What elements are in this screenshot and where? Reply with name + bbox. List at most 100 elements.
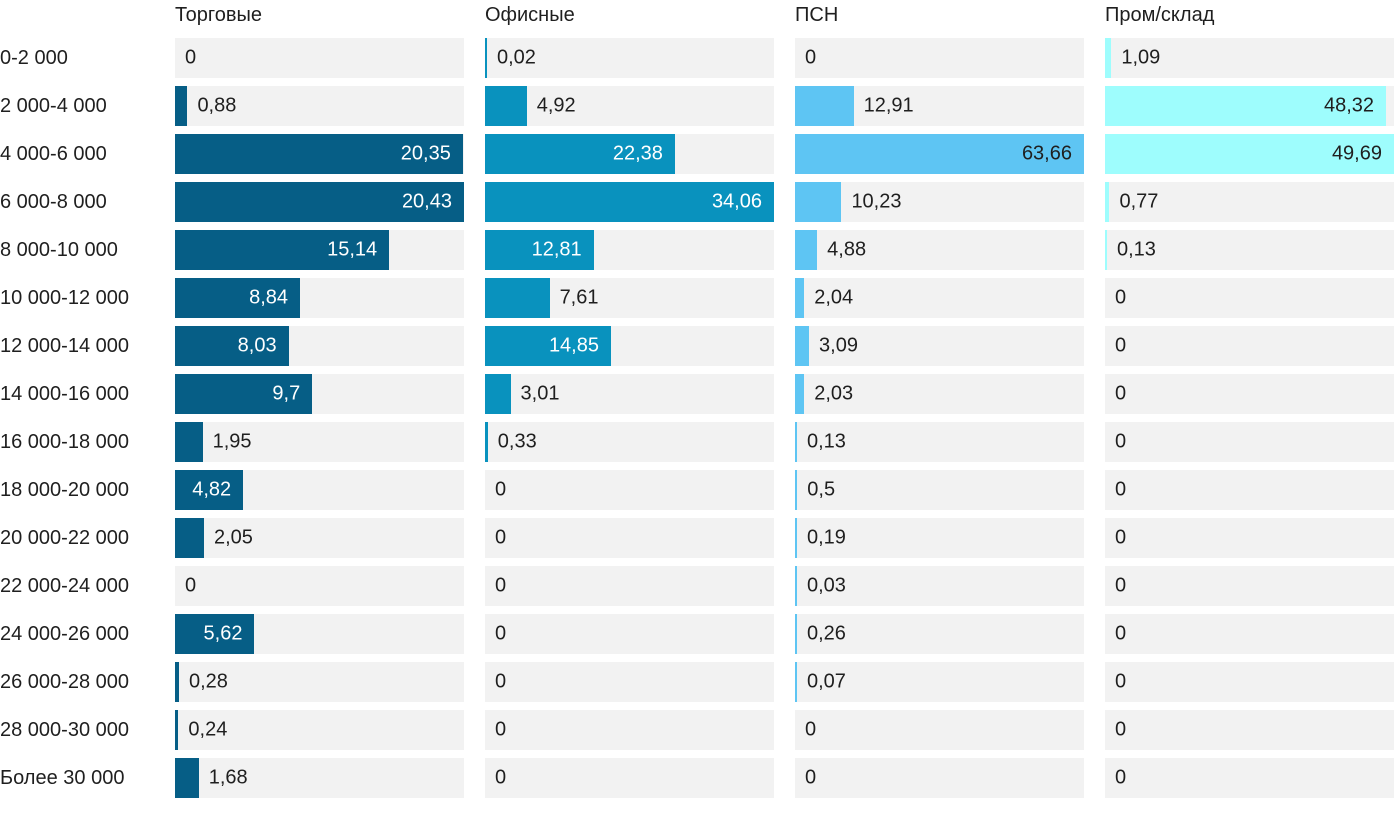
row-label: 18 000-20 000 (0, 479, 130, 501)
column-header: Торговые (175, 4, 263, 26)
bar-track: 0,33 (485, 422, 774, 462)
bar (795, 422, 797, 462)
row-label: 24 000-26 000 (0, 623, 130, 645)
bar (795, 662, 797, 702)
bar (795, 518, 797, 558)
row-label: 0-2 000 (0, 47, 68, 69)
bar-value-label: 0 (1115, 478, 1127, 501)
column-header: Офисные (485, 4, 575, 26)
bar-track: 0,28 (175, 662, 464, 702)
row-label: 28 000-30 000 (0, 719, 130, 741)
bar-track: 0 (795, 758, 1084, 798)
bar-value-label: 0 (1115, 670, 1127, 693)
bar (485, 38, 487, 78)
column-header: Пром/склад (1105, 4, 1215, 26)
bar (795, 86, 854, 126)
bar: 8,03 (175, 326, 289, 366)
chart-row: 12 000-14 000 8,03 14,85 3,09 0 (0, 326, 1394, 366)
bar-value-label: 0,03 (807, 574, 846, 597)
chart-row: 0-2 000 0 0,02 0 1,09 (0, 38, 1394, 78)
bar-track: 2,04 (795, 278, 1084, 318)
bar-value-label: 0 (805, 46, 817, 69)
bar (795, 566, 797, 606)
bar: 15,14 (175, 230, 390, 270)
bar: 63,66 (795, 134, 1084, 174)
bar: 14,85 (485, 326, 611, 366)
row-label: 22 000-24 000 (0, 575, 130, 597)
row-label: 8 000-10 000 (0, 239, 118, 261)
bar (485, 278, 550, 318)
bar-track: 0 (1105, 470, 1394, 510)
bar-track: 0 (1105, 278, 1394, 318)
bar-track: 0 (795, 710, 1084, 750)
bar-track: 20,43 (175, 182, 464, 222)
chart-row: 16 000-18 000 1,95 0,33 0,13 0 (0, 422, 1394, 462)
bar-value-label: 8,84 (249, 286, 289, 309)
chart-row: 24 000-26 000 5,62 0 0,26 0 (0, 614, 1394, 654)
bar-value-label: 0,77 (1119, 190, 1159, 213)
bar-track: 0 (485, 758, 774, 798)
bar-value-label: 15,14 (327, 238, 378, 261)
header-spacer (0, 4, 154, 38)
bar (175, 758, 199, 798)
bar: 48,32 (1105, 86, 1387, 126)
bar-track: 1,95 (175, 422, 464, 462)
price-distribution-bar-chart: Торговые Офисные ПСН Пром/склад 0-2 000 0 0,0… (0, 0, 1394, 798)
bar: 5,62 (175, 614, 255, 654)
bar-track: 1,68 (175, 758, 464, 798)
row-label: 12 000-14 000 (0, 335, 130, 357)
bar-value-label: 0 (495, 766, 507, 789)
bar-value-label: 3,01 (520, 382, 560, 405)
bar (795, 614, 797, 654)
row-label: Более 30 000 (0, 767, 125, 789)
bar-track: 34,06 (485, 182, 774, 222)
bar-track: 0 (1105, 710, 1394, 750)
bar: 9,7 (175, 374, 313, 414)
bar-track: 0,07 (795, 662, 1084, 702)
bar-track: 14,85 (485, 326, 774, 366)
chart-row: 8 000-10 000 15,14 12,81 4,88 0,13 (0, 230, 1394, 270)
column-headers: Торговые Офисные ПСН Пром/склад (0, 0, 1394, 38)
bar-track: 5,62 (175, 614, 464, 654)
bar-value-label: 0 (185, 574, 197, 597)
chart-row: 18 000-20 000 4,82 0 0,5 0 (0, 470, 1394, 510)
chart-row: 28 000-30 000 0,24 0 0 0 (0, 710, 1394, 750)
bar-track: 0 (485, 518, 774, 558)
bar-value-label: 0 (1115, 766, 1127, 789)
bar-track: 8,03 (175, 326, 464, 366)
bar-value-label: 0,26 (807, 622, 846, 645)
bar-value-label: 0 (495, 574, 507, 597)
bar-track: 0,88 (175, 86, 464, 126)
bar (175, 710, 179, 750)
chart-rows: 0-2 000 0 0,02 0 1,09 2 000-4 000 0,88 4,92 12,9… (0, 38, 1394, 798)
bar (485, 374, 511, 414)
row-label: 6 000-8 000 (0, 191, 107, 213)
bar-track: 0 (1105, 422, 1394, 462)
bar: 8,84 (175, 278, 301, 318)
bar-track: 0 (1105, 518, 1394, 558)
bar-track: 10,23 (795, 182, 1084, 222)
bar (795, 470, 798, 510)
bar (175, 518, 204, 558)
bar-value-label: 0,24 (188, 718, 228, 741)
row-label: 14 000-16 000 (0, 383, 130, 405)
bar-track: 8,84 (175, 278, 464, 318)
bar-value-label: 12,81 (531, 238, 582, 261)
bar-track: 12,81 (485, 230, 774, 270)
bar-value-label: 0,28 (188, 670, 228, 693)
bar-value-label: 0 (495, 622, 507, 645)
bar-value-label: 0 (805, 718, 817, 741)
bar-value-label: 34,06 (711, 190, 762, 213)
bar-value-label: 0 (1115, 718, 1127, 741)
bar-value-label: 0 (1115, 382, 1127, 405)
bar-value-label: 20,35 (400, 142, 451, 165)
bar (175, 662, 179, 702)
row-label: 20 000-22 000 (0, 527, 130, 549)
bar: 34,06 (485, 182, 774, 222)
bar-value-label: 0,02 (497, 46, 536, 69)
bar-track: 0,77 (1105, 182, 1394, 222)
bar-value-label: 0,5 (807, 478, 836, 501)
bar-track: 0 (1105, 374, 1394, 414)
bar: 20,35 (175, 134, 463, 174)
bar-track: 0 (1105, 758, 1394, 798)
